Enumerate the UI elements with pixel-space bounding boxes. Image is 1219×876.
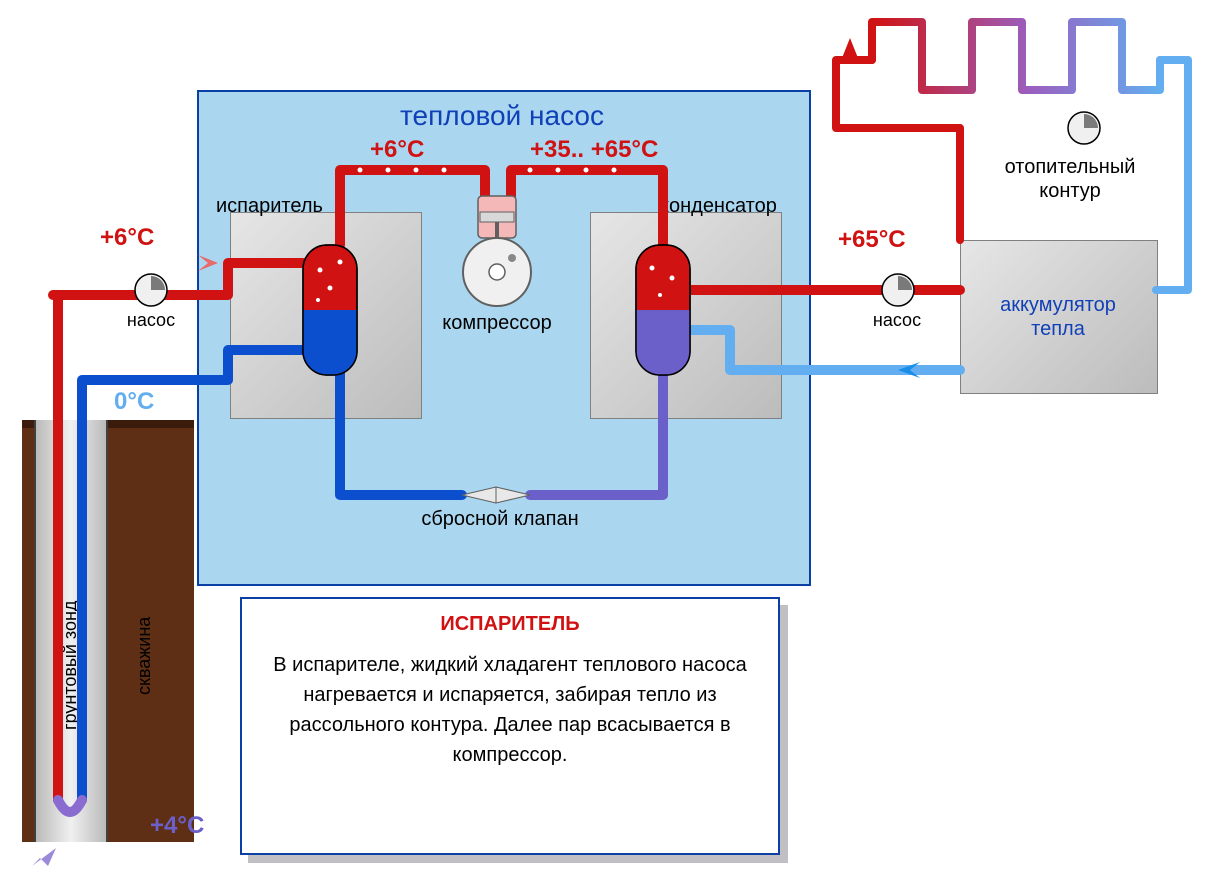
evaporator-label: испаритель: [216, 195, 323, 218]
rad-return: [836, 60, 960, 240]
heating-loop-label-2: контур: [950, 180, 1190, 203]
temp-brine-in: +6°C: [100, 224, 154, 252]
relief-valve-label: сбросной клапан: [400, 508, 600, 531]
pump-brine-label: насос: [116, 310, 186, 331]
description-box: ИСПАРИТЕЛЬ В испарителе, жидкий хладаген…: [240, 597, 780, 855]
arrow-ground-in: [32, 848, 56, 866]
temp-supply: +65°C: [838, 226, 906, 254]
heat-pump-title: тепловой насос: [197, 100, 807, 132]
temp-evap-out: +6°C: [370, 136, 424, 164]
accumulator-label-1: аккумулятор: [960, 294, 1156, 317]
pump-radiator-icon: [1068, 112, 1100, 144]
temp-cond-in: +35.. +65°C: [530, 136, 658, 164]
compressor-label: компрессор: [437, 312, 557, 335]
arrow-return: [898, 362, 920, 378]
heat-accumulator: [960, 240, 1158, 394]
cond-panel: [590, 212, 782, 419]
accumulator-label-2: тепла: [960, 318, 1156, 341]
description-body: В испарителе, жидкий хладагент теплового…: [272, 650, 748, 770]
radiator-coil: [872, 22, 1160, 90]
description-title: ИСПАРИТЕЛЬ: [272, 613, 748, 636]
diagram-canvas: тепловой насос испаритель конденсатор гр…: [0, 0, 1219, 876]
pump-heating-label: насос: [862, 310, 932, 331]
temp-brine-out: 0°C: [114, 388, 154, 416]
pump-heating-icon: [882, 274, 914, 306]
borehole-label: скважина: [134, 617, 155, 695]
heating-loop-label-1: отопительный: [950, 156, 1190, 179]
pump-brine-icon: [135, 274, 167, 306]
temp-ground: +4°C: [150, 812, 204, 840]
arrow-rad-up: [842, 38, 858, 58]
ground-probe-label: грунтовый зонд: [60, 601, 81, 730]
evap-panel: [230, 212, 422, 419]
condenser-label: конденсатор: [660, 195, 777, 218]
